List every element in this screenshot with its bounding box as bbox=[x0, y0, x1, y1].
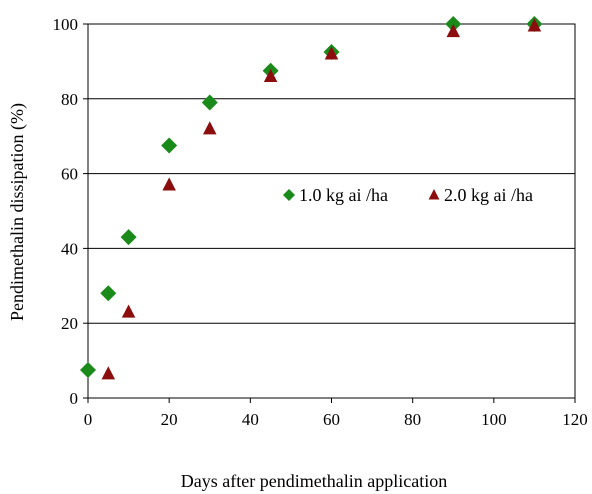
y-tick-label: 20 bbox=[61, 314, 78, 333]
y-tick-label: 80 bbox=[61, 90, 78, 109]
x-tick-label: 40 bbox=[242, 410, 259, 429]
y-axis-title: Pendimethalin dissipation (%) bbox=[7, 103, 28, 321]
diamond-point bbox=[161, 137, 178, 154]
legend-marker-2 bbox=[428, 189, 440, 200]
axis-ticks: 0 20 40 60 80 100 0 20 40 60 80 100 120 bbox=[53, 15, 588, 429]
series-2 bbox=[101, 18, 542, 380]
y-tick-label: 60 bbox=[61, 165, 78, 184]
legend: 1.0 kg ai /ha 2.0 kg ai /ha bbox=[283, 185, 533, 205]
diamond-point bbox=[120, 229, 137, 246]
x-tick-label: 80 bbox=[404, 410, 421, 429]
x-tick-label: 0 bbox=[84, 410, 93, 429]
data-points bbox=[80, 16, 543, 380]
legend-marker-1 bbox=[283, 189, 295, 201]
triangle-point bbox=[446, 23, 460, 38]
x-tick-label: 100 bbox=[481, 410, 507, 429]
y-tick-label: 100 bbox=[53, 15, 79, 34]
triangle-point bbox=[263, 68, 278, 82]
y-tick-label: 0 bbox=[70, 389, 79, 408]
x-tick-label: 120 bbox=[562, 410, 588, 429]
legend-label-2: 2.0 kg ai /ha bbox=[444, 185, 533, 205]
x-axis-title: Days after pendimethalin application bbox=[181, 471, 447, 491]
grid-lines bbox=[88, 98, 575, 324]
triangle-point bbox=[324, 46, 339, 60]
y-tick-label: 40 bbox=[61, 239, 78, 258]
triangle-point bbox=[162, 177, 176, 191]
diamond-point bbox=[100, 285, 117, 302]
plot-area-frame bbox=[87, 23, 576, 399]
diamond-point bbox=[80, 361, 96, 378]
triangle-point bbox=[101, 366, 116, 380]
x-tick-label: 60 bbox=[323, 410, 340, 429]
triangle-point bbox=[527, 18, 542, 32]
triangle-point bbox=[121, 304, 136, 318]
legend-label-1: 1.0 kg ai /ha bbox=[299, 185, 388, 205]
diamond-point bbox=[201, 94, 218, 111]
triangle-point bbox=[203, 121, 217, 135]
x-tick-label: 20 bbox=[161, 410, 178, 429]
